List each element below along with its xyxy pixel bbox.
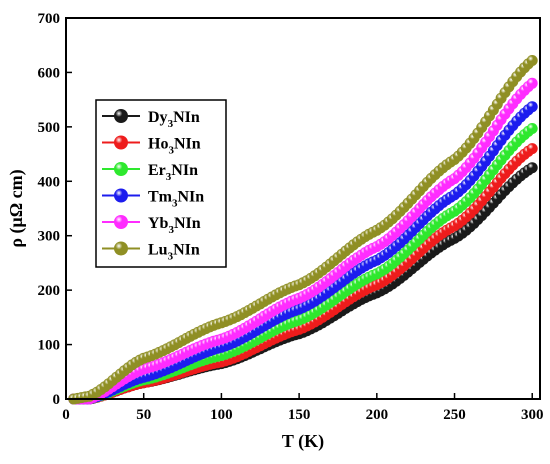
y-tick-label: 200: [38, 283, 61, 299]
y-tick-label: 700: [38, 11, 61, 27]
legend-item-yb: Yb3NIn: [102, 215, 201, 236]
data-point: [526, 77, 538, 89]
legend-marker: [114, 241, 128, 256]
x-tick-label: 150: [288, 407, 311, 423]
x-axis-label: T (K): [282, 431, 324, 452]
data-point: [526, 143, 538, 155]
series-lu-markers: [68, 55, 538, 405]
plot-frame: [65, 17, 541, 400]
data-point: [526, 162, 538, 174]
legend-label: Lu3NIn: [148, 242, 200, 263]
legend-label: Ho3NIn: [148, 136, 201, 157]
y-tick-label: 0: [53, 392, 61, 408]
legend-marker: [114, 135, 128, 150]
x-tick-label: 50: [136, 407, 151, 423]
legend: Dy3NIn Ho3NIn Er3NIn Tm3NIn Yb3NIn Lu3NIn: [95, 99, 227, 268]
x-tick-label: 0: [62, 407, 70, 423]
legend-item-lu: Lu3NIn: [102, 241, 200, 263]
x-tick-label: 100: [210, 407, 233, 423]
legend-item-ho: Ho3NIn: [102, 135, 201, 157]
data-point: [526, 123, 538, 134]
x-tick-label: 300: [521, 407, 544, 423]
data-point: [526, 55, 538, 66]
legend-label: Tm3NIn: [148, 189, 204, 210]
legend-marker: [114, 215, 128, 229]
legend-label: Er3NIn: [148, 162, 198, 183]
y-tick-label: 300: [38, 229, 61, 245]
legend-label: Yb3NIn: [148, 215, 201, 236]
y-axis-label: ρ (μΩ cm): [6, 169, 27, 247]
legend-label: Dy3NIn: [148, 109, 200, 130]
y-tick-label: 400: [38, 174, 61, 190]
x-tick-label: 250: [443, 407, 466, 423]
legend-marker: [114, 109, 128, 123]
data-marks: [68, 55, 538, 405]
legend-marker: [114, 188, 128, 203]
legend-item-er: Er3NIn: [102, 162, 198, 183]
legend-item-dy: Dy3NIn: [102, 109, 200, 130]
legend-item-tm: Tm3NIn: [102, 188, 204, 210]
legend-box: [95, 99, 227, 268]
y-tick-label: 100: [38, 338, 61, 354]
y-tick-label: 600: [38, 65, 61, 81]
legend-marker: [114, 162, 128, 176]
axis-ticks: 0 50 100 150 200 250 300 0 100 200 300 400 500 600 700: [38, 11, 544, 423]
y-tick-label: 500: [38, 120, 61, 136]
x-tick-label: 200: [366, 407, 389, 423]
data-point: [526, 101, 538, 113]
